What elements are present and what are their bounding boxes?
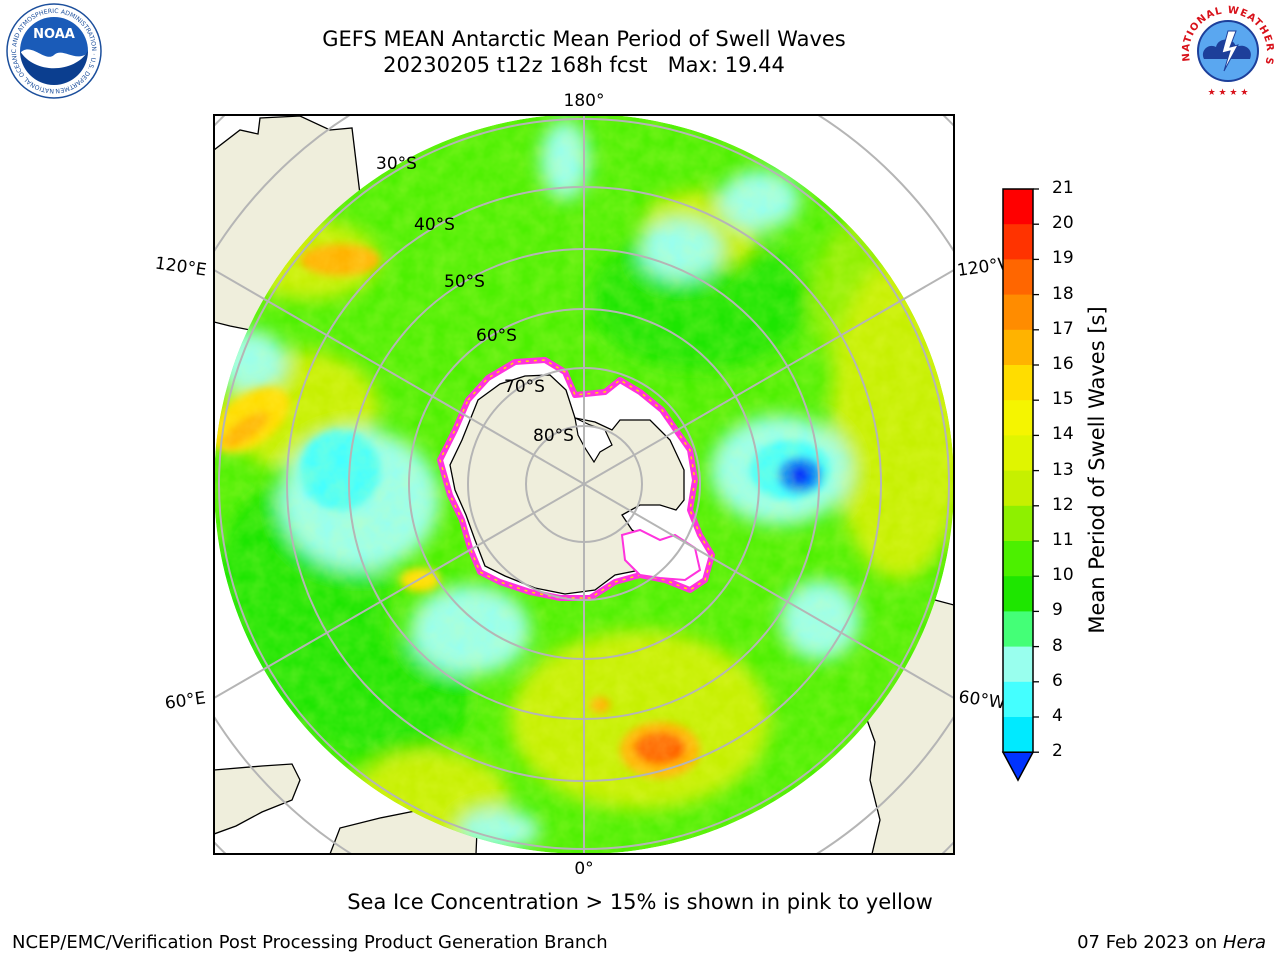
colorbar-tick-label: 10	[1052, 565, 1074, 586]
colorbar-segment	[1003, 400, 1033, 436]
colorbar-tick-label: 19	[1052, 248, 1074, 269]
colorbar-segment	[1003, 329, 1033, 366]
colorbar-segment	[1003, 611, 1033, 648]
colorbar-tick-label: 21	[1052, 178, 1074, 198]
footer-date-text: 07 Feb 2023 on	[1077, 932, 1223, 953]
colorbar-segment	[1003, 365, 1033, 401]
colorbar-segment	[1003, 259, 1033, 296]
colorbar-tick-label: 17	[1052, 318, 1074, 339]
colorbar-segment	[1003, 576, 1033, 612]
lat-label-40s: 40°S	[414, 215, 455, 235]
colorbar-segment	[1003, 646, 1033, 683]
graticule	[214, 115, 954, 854]
colorbar-segment	[1003, 189, 1033, 225]
footer-host: Hera	[1222, 932, 1266, 953]
lon-label-180: 180°	[564, 91, 605, 111]
map-frame	[213, 114, 955, 855]
colorbar-tick-label: 20	[1052, 213, 1074, 234]
noaa-logo: NATIONAL OCEANIC AND ATMOSPHERIC ADMINIS…	[3, 3, 102, 99]
lon-label-120e: 120°E	[154, 254, 208, 281]
noaa-logo-text: NOAA	[33, 27, 75, 42]
lat-label-70s: 70°S	[504, 377, 545, 397]
colorbar-tick-label: 8	[1052, 635, 1063, 656]
weddell-ice	[620, 528, 702, 582]
colorbar-tick-label: 2	[1052, 741, 1063, 762]
colorbar-segment	[1003, 541, 1033, 577]
colorbar-tick-label: 14	[1052, 424, 1074, 445]
footer-branch: NCEP/EMC/Verification Post Processing Pr…	[12, 932, 608, 953]
colorbar-segment	[1003, 505, 1033, 542]
colorbar-tick-label: 16	[1052, 354, 1074, 374]
map-title-line2: 20230205 t12z 168h fcst Max: 19.44	[383, 53, 785, 77]
colorbar	[1001, 188, 1039, 782]
colorbar-segment	[1003, 470, 1033, 507]
lat-label-50s: 50°S	[444, 272, 485, 292]
colorbar-segment	[1003, 717, 1033, 753]
colorbar-tick-label: 11	[1052, 530, 1074, 550]
colorbar-tick-label: 9	[1052, 600, 1063, 621]
colorbar-tick-label: 4	[1052, 706, 1063, 726]
colorbar-segment	[1003, 224, 1033, 260]
footer-date: 07 Feb 2023 on Hera	[1077, 932, 1266, 953]
colorbar-tick-label: 15	[1052, 389, 1074, 410]
lon-label-60e: 60°E	[164, 688, 207, 713]
lat-label-80s: 80°S	[533, 426, 574, 446]
colorbar-tick-label: 13	[1052, 459, 1074, 480]
lon-label-60w: 60°W	[957, 687, 1006, 713]
nws-logo: NATIONAL WEATHER SERVICE ★ ★ ★ ★	[1178, 1, 1275, 98]
colorbar-segment	[1003, 681, 1033, 718]
africa-land	[214, 763, 301, 835]
sea-ice-note: Sea Ice Concentration > 15% is shown in …	[0, 890, 1280, 914]
colorbar-segment	[1003, 294, 1033, 331]
colorbar-segment	[1003, 435, 1033, 472]
colorbar-label: Mean Period of Swell Waves [s]	[1085, 306, 1109, 634]
colorbar-tick-label: 18	[1052, 283, 1074, 304]
colorbar-extend-arrow	[1001, 751, 1035, 782]
svg-text:★ ★ ★ ★: ★ ★ ★ ★	[1208, 88, 1249, 98]
lon-label-0: 0°	[574, 859, 593, 879]
colorbar-tick-label: 6	[1052, 670, 1063, 691]
lat-label-30s: 30°S	[376, 154, 417, 174]
map-title-line1: GEFS MEAN Antarctic Mean Period of Swell…	[322, 27, 846, 51]
lat-label-60s: 60°S	[476, 326, 517, 346]
colorbar-tick-label: 12	[1052, 494, 1074, 515]
sea-ice-note-text: Sea Ice Concentration > 15% is shown in …	[347, 890, 933, 914]
